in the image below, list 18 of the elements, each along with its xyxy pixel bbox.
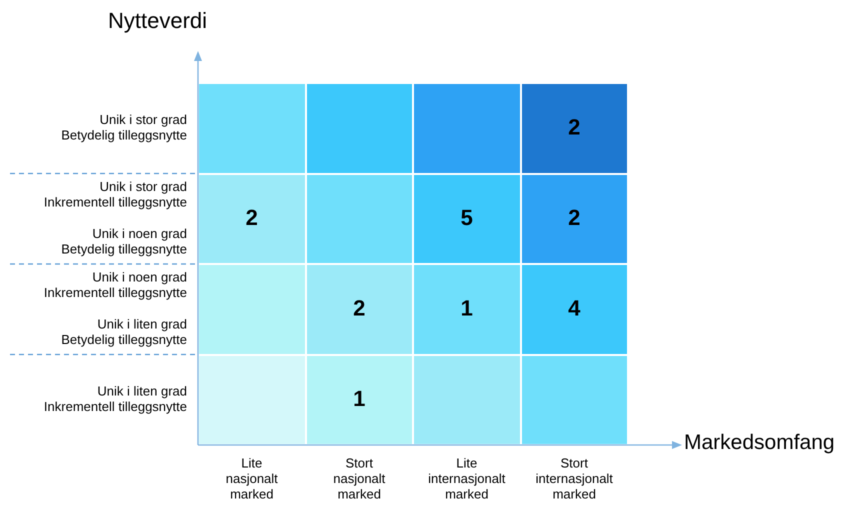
x-tick-label: Stort internasjonalt marked	[536, 455, 614, 502]
x-tick-label: Lite nasjonalt marked	[226, 455, 278, 502]
category-label: Unik i noen grad Inkrementell tilleggsnytte Unik i liten grad Betydelig tilleggsnytte	[44, 270, 187, 348]
x-tick-label: Lite internasjonalt marked	[428, 455, 506, 502]
y-tick-label: Unik i stor grad Betydelig tilleggsnytte	[61, 112, 187, 143]
data-label: 1	[353, 386, 366, 411]
data-label: 2	[353, 295, 366, 320]
x-tick-label: Stort nasjonalt marked	[333, 455, 386, 502]
category-label: Unik i stor grad Inkrementell tilleggsnytte Unik i noen grad Betydelig tilleggsnytte	[44, 179, 187, 257]
y-tick-label: Unik i liten grad Inkrementell tilleggsnytte	[44, 384, 187, 414]
data-label: 4	[568, 295, 582, 320]
data-label: 2	[246, 204, 258, 230]
x-axis-title: Markedsomfang	[684, 431, 835, 455]
data-label: 5	[460, 204, 473, 230]
data-label: 1	[460, 295, 473, 320]
y-axis-title: Nytteverdi	[108, 8, 208, 34]
data-label: 2	[568, 204, 580, 230]
data-label: 2	[568, 114, 580, 140]
